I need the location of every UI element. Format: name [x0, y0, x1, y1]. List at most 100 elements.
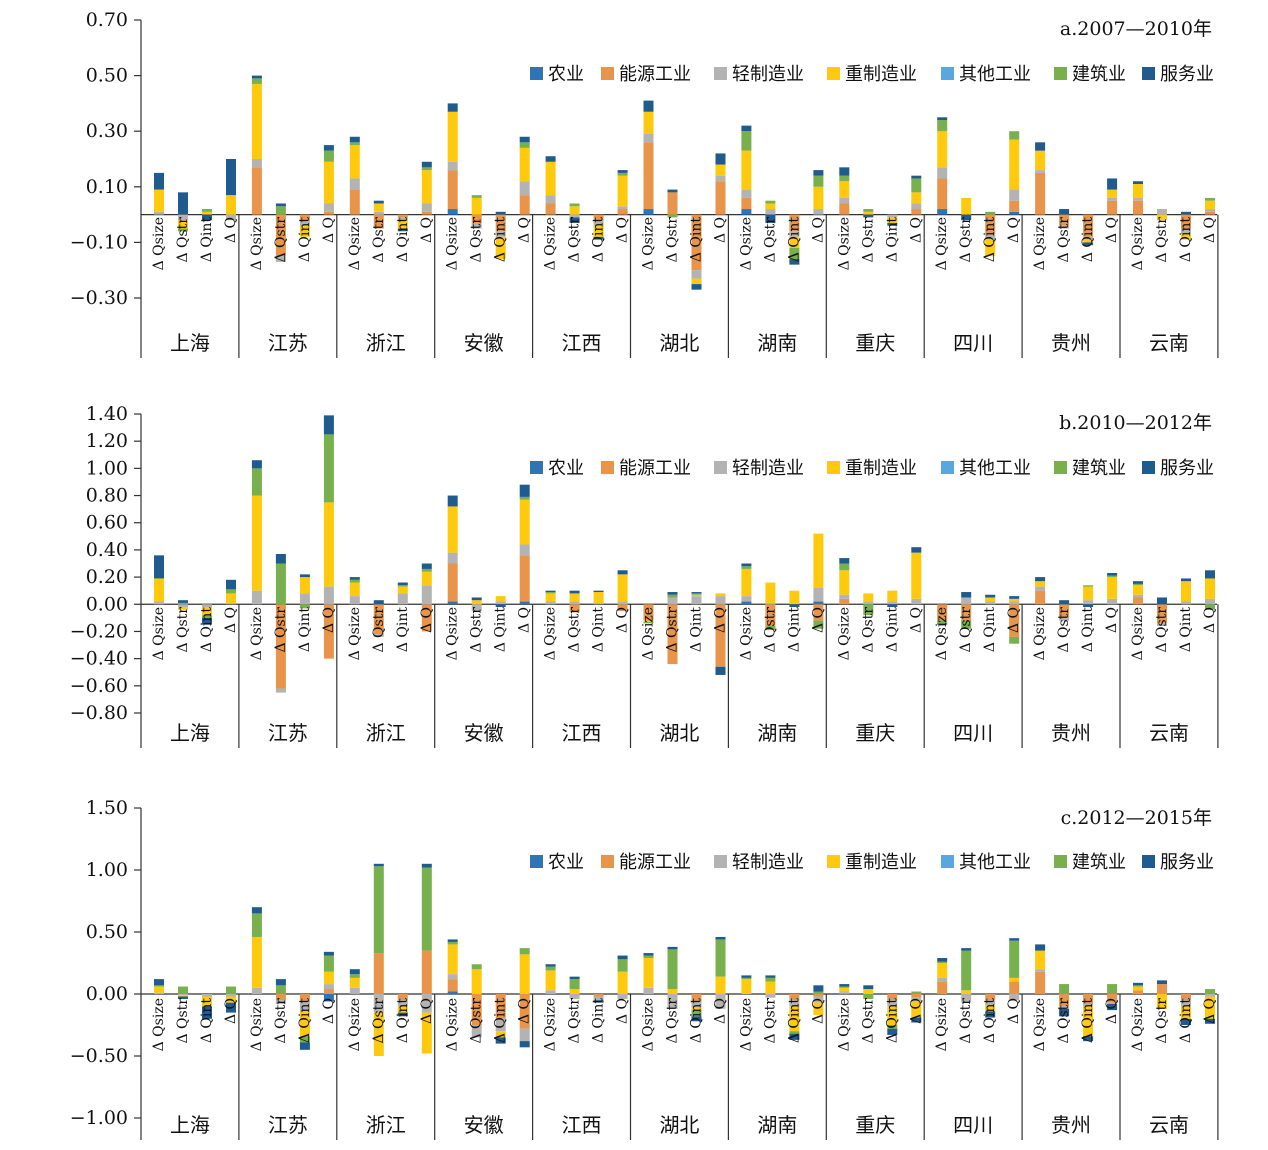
category-label: Δ Qsize: [445, 217, 461, 270]
bar-segment: [1205, 209, 1215, 212]
bar-segment: [1083, 1006, 1094, 1037]
legend-swatch: [530, 67, 543, 80]
bar-segment: [643, 604, 654, 621]
bar-segment: [643, 620, 654, 622]
bar-segment: [593, 602, 604, 605]
bar-segment: [1107, 598, 1118, 605]
bar-stack: [1059, 209, 1070, 229]
bar-stack: [863, 209, 874, 218]
bar-segment: [1107, 984, 1118, 994]
bar-segment: [1009, 636, 1020, 644]
bar-segment: [911, 1017, 922, 1023]
legend: 农业 能源工业 轻制造业 重制造业 其他工业 建筑业 服务业: [530, 64, 1214, 85]
bar-segment: [178, 600, 188, 603]
legend-label: 能源工业: [619, 852, 691, 873]
category-label: Δ Q: [810, 607, 826, 633]
bar-segment: [323, 161, 334, 204]
y-tick-label: −1.00: [70, 1107, 128, 1129]
bar-segment: [765, 626, 776, 631]
chart-panel-1: 0.70 0.50 0.30 0.10 −0.10 −0.30 上海 江苏 浙江 安徽 江西 湖北 湖南…: [70, 9, 1219, 358]
bar-stack: [691, 994, 702, 1022]
bar-segment: [911, 991, 922, 994]
bar-segment: [251, 495, 262, 591]
bar-segment: [985, 597, 996, 602]
bar-segment: [154, 979, 164, 986]
bar-segment: [1107, 200, 1118, 215]
bar-stack: [154, 979, 164, 994]
bar-segment: [1157, 597, 1167, 605]
bar-segment: [178, 602, 188, 605]
bar-segment: [421, 203, 432, 212]
bar-segment: [789, 590, 800, 605]
category-label: Δ Qint: [297, 607, 313, 653]
category-label: Δ Qstr: [1056, 998, 1072, 1044]
bar-stack: [741, 125, 752, 215]
bar-segment: [691, 596, 702, 605]
bar-segment: [691, 214, 702, 271]
category-label: Δ Qstr: [762, 998, 778, 1044]
bar-segment: [961, 620, 972, 629]
bar-stack: [765, 975, 776, 998]
bar-segment: [863, 601, 874, 605]
category-label: Δ Qstr: [469, 217, 485, 263]
legend-label: 农业: [548, 64, 584, 85]
bar-segment: [937, 977, 948, 982]
bar-segment: [1083, 600, 1094, 605]
bar-segment: [765, 214, 776, 223]
bar-segment: [299, 220, 310, 226]
bar-segment: [741, 596, 752, 602]
bar-stack: [691, 214, 702, 290]
bar-stack: [569, 976, 580, 999]
bar-segment: [226, 589, 236, 594]
category-label: Δ Qsize: [738, 217, 754, 270]
bar-stack: [643, 953, 654, 994]
bar-stack: [519, 484, 530, 605]
legend-swatch: [827, 67, 840, 80]
bar-stack: [545, 156, 556, 215]
region-label: 云南: [1149, 331, 1189, 355]
chart-panel-2: 1.40 1.20 1.00 0.80 0.60 0.40 0.20 0.00 −0.20 −0.…: [70, 403, 1219, 748]
bar-segment: [397, 1012, 408, 1017]
bar-segment: [323, 971, 334, 985]
y-tick-label: 0.00: [86, 983, 128, 1005]
category-label: Δ Q: [615, 217, 631, 243]
bar-segment: [495, 1018, 506, 1032]
bar-segment: [545, 964, 556, 967]
bar-segment: [617, 574, 628, 602]
category-label: Δ Q: [615, 607, 631, 633]
bar-segment: [421, 563, 432, 569]
category-label: Δ Q: [1006, 998, 1022, 1024]
bar-stack: [667, 189, 678, 218]
bar-stack: [569, 203, 580, 223]
bar-stack: [299, 214, 310, 237]
legend-label: 建筑业: [1072, 64, 1126, 85]
category-label: Δ Q: [419, 607, 435, 633]
bar-segment: [985, 601, 996, 605]
bar-segment: [863, 994, 874, 999]
bar-segment: [617, 955, 628, 960]
bar-segment: [569, 593, 580, 602]
category-label: Δ Qint: [1080, 607, 1096, 653]
bar-segment: [1059, 994, 1070, 1007]
bar-segment: [323, 203, 334, 212]
bar-segment: [421, 1012, 432, 1054]
bar-segment: [569, 601, 580, 605]
region-label: 贵州: [1051, 331, 1091, 355]
bar-segment: [839, 181, 850, 198]
bar-segment: [1181, 994, 1191, 1001]
bar-stack: [667, 946, 678, 1009]
bar-segment: [519, 601, 530, 605]
category-label: Δ Qstr: [958, 607, 974, 653]
bar-segment: [495, 214, 506, 232]
bar-segment: [1083, 214, 1094, 237]
category-label: Δ Qint: [591, 607, 607, 653]
category-label: Δ Q: [321, 998, 337, 1024]
bar-segment: [545, 990, 556, 994]
bar-segment: [863, 985, 874, 990]
bar-segment: [1035, 950, 1046, 970]
bar-segment: [299, 214, 310, 221]
category-label: Δ Qint: [689, 998, 705, 1044]
category-label: Δ Q: [223, 607, 239, 633]
bar-segment: [447, 939, 458, 942]
legend-swatch: [714, 855, 727, 868]
